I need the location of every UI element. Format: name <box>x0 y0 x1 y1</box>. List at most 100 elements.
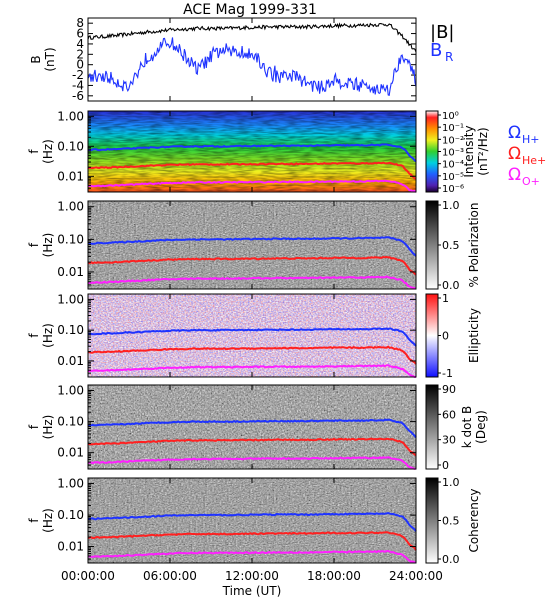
curve-label-ion: He+ <box>522 154 546 167</box>
gyrofrequency-curve-h-plus <box>88 236 417 257</box>
colorbar-unit: (Deg) <box>474 410 488 444</box>
y-tick-label: 1.00 <box>57 109 84 123</box>
gyrofrequency-curve-h-plus <box>87 327 417 347</box>
y-tick-label: 0.10 <box>57 232 84 246</box>
y-axis-unit: (Hz) <box>41 508 55 533</box>
curve-label-omega: Ω <box>508 144 521 164</box>
colorbar-tick-label: 10⁻² <box>442 135 464 146</box>
legend-b-magnitude: |B| <box>430 22 454 43</box>
y-tick-label: 0.10 <box>57 415 84 429</box>
gyrofrequency-curve-h-plus <box>87 511 417 532</box>
y-axis-label: f <box>27 242 41 247</box>
panel-coherency: 1.00 0.10 0.01 f (Hz) 1.0 0.5 0.0 Coherency <box>27 476 481 566</box>
panel-polarization: 1.00 0.10 0.01 f (Hz) 1.0 0.5 0.0 % Polarization <box>27 199 481 292</box>
colorbar-tick-label: 1.0 <box>442 476 460 489</box>
curve-label-ion: O+ <box>522 175 540 188</box>
y-tick-label: 1.00 <box>57 292 84 306</box>
gyrofrequency-curve-he-plus <box>87 161 417 181</box>
colorbar <box>425 110 439 193</box>
colorbar-tick-label: 30 <box>442 434 456 447</box>
y-axis-label: f <box>27 424 41 429</box>
colorbar-unit: (nT²/Hz) <box>476 127 490 175</box>
gyrofrequency-curve-he-plus <box>87 255 417 276</box>
plot-frame <box>87 384 417 470</box>
y-tick-label: -4 <box>72 78 84 92</box>
colorbar <box>425 384 439 470</box>
gyrofrequency-curve-o-plus <box>87 179 417 193</box>
gyrofrequency-curve-he-plus <box>87 345 417 365</box>
colorbar-tick-label: 10⁻⁴ <box>442 160 464 171</box>
spectrogram-texture-blue <box>88 294 416 377</box>
y-axis-label: B <box>29 55 43 63</box>
spectrogram-texture <box>88 478 416 563</box>
x-axis-label: Time (UT) <box>222 584 282 598</box>
colorbar-label: k dot B <box>460 406 474 448</box>
y-axis-label: f <box>27 149 41 154</box>
plot-frame <box>87 17 417 102</box>
colorbar-tick-label: 60 <box>442 408 456 421</box>
panel-ellipticity: 1.00 0.10 0.01 f (Hz) 1 0 -1 Ellipticity <box>27 292 481 380</box>
legend-b-r: B <box>430 40 442 61</box>
colorbar-tick-label: 90 <box>442 383 456 396</box>
y-axis-label: f <box>27 518 41 523</box>
gyrofrequency-curve-o-plus <box>87 549 417 564</box>
plot-frame <box>87 200 417 290</box>
spectrogram-texture <box>88 201 416 289</box>
x-tick-label: 12:00:00 <box>225 569 279 583</box>
colorbar-tick-label: 0 <box>442 330 449 343</box>
curve-label-ion: H+ <box>522 133 540 146</box>
colorbar-tick-label: 10⁻³ <box>442 148 464 159</box>
colorbar-tick-label: 10⁻¹ <box>442 123 464 134</box>
y-tick-label: 2 <box>76 47 84 61</box>
y-axis-unit: (Hz) <box>41 233 55 258</box>
gyrofrequency-curve-o-plus <box>87 364 417 378</box>
x-tick-label: 06:00:00 <box>143 569 197 583</box>
colorbar-label: Coherency <box>467 488 481 552</box>
colorbar-tick-label: 10⁻⁶ <box>442 184 464 195</box>
colorbar-tick-label: 0.0 <box>442 553 460 566</box>
y-tick-label: 0.10 <box>57 508 84 522</box>
chart-title: ACE Mag 1999-331 <box>183 2 317 18</box>
spectrogram-texture <box>88 111 416 192</box>
y-tick-label: 1.00 <box>57 200 84 214</box>
colorbar-label: % Polarization <box>467 203 481 288</box>
y-axis-unit: (Hz) <box>41 415 55 440</box>
plot-frame <box>87 477 417 564</box>
gyrofrequency-curve-o-plus <box>87 456 417 470</box>
colorbar-tick-label: 10⁻⁵ <box>442 172 464 183</box>
y-axis-unit: (Hz) <box>41 323 55 348</box>
colorbar-tick-label: 1 <box>442 292 449 305</box>
gyrofrequency-curve-o-plus <box>87 275 417 290</box>
y-axis-unit: (Hz) <box>41 139 55 164</box>
colorbar-tick-label: 10⁰ <box>442 111 459 122</box>
legend-b-r-subscript: R <box>445 50 453 64</box>
gyrofrequency-curve-h-plus <box>88 143 417 163</box>
colorbar-tick-label: 0 <box>442 459 449 472</box>
y-tick-label: 0.01 <box>57 446 84 460</box>
spectrogram-texture <box>88 385 416 469</box>
colorbar <box>425 477 439 564</box>
y-tick-label: 0.01 <box>57 540 84 554</box>
gyrofrequency-curve-he-plus <box>87 437 417 457</box>
colorbar <box>425 200 439 290</box>
series-line-b-magnitude <box>87 22 417 53</box>
plot-frame <box>87 110 417 193</box>
curve-label-omega: Ω <box>508 165 521 185</box>
y-tick-label: 0.01 <box>57 354 84 368</box>
y-tick-label: 1.00 <box>57 477 84 491</box>
y-tick-label: -2 <box>72 68 84 82</box>
y-tick-label: 1.00 <box>57 383 84 397</box>
y-tick-label: 0.10 <box>57 139 84 153</box>
y-tick-label: -6 <box>72 89 84 103</box>
y-tick-label: 0.01 <box>57 169 84 183</box>
y-tick-label: 0.10 <box>57 323 84 337</box>
colorbar-tick-label: 0.0 <box>442 279 460 292</box>
x-tick-label: 24:00:00 <box>389 569 443 583</box>
y-tick-label: 4 <box>76 37 84 51</box>
colorbar <box>425 293 439 378</box>
curve-label-omega: Ω <box>508 123 521 143</box>
y-axis-label: f <box>27 333 41 338</box>
